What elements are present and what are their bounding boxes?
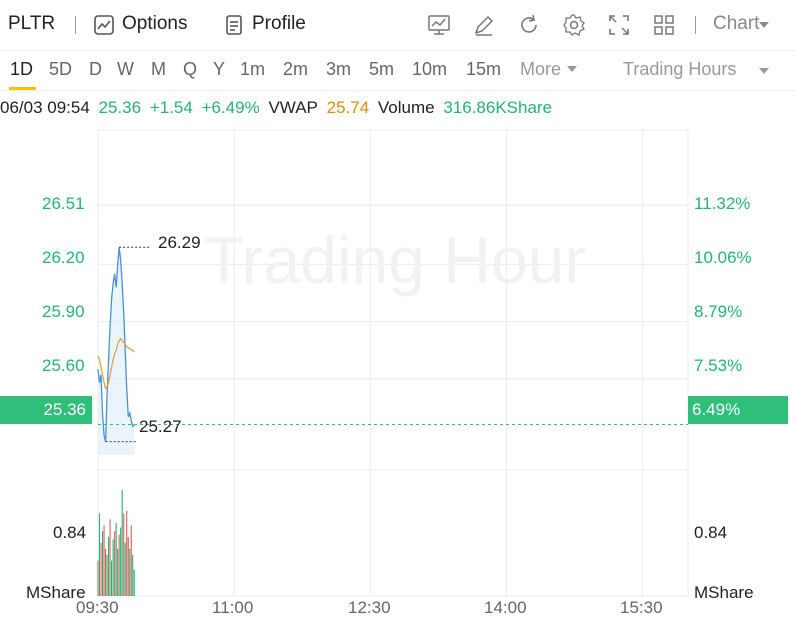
- high-price-label: 26.29: [158, 233, 201, 252]
- volume-tick-left: 0.84: [53, 523, 87, 542]
- x-tick-label: 15:30: [620, 598, 663, 617]
- price-series: [97, 247, 135, 455]
- vwap-line: [97, 337, 135, 390]
- x-tick-label: 11:00: [212, 598, 254, 617]
- tf-15m[interactable]: 15m: [466, 59, 502, 79]
- chart-compare-icon[interactable]: [427, 13, 451, 37]
- timeframe-bar: 1D 5D D W M Q Y 1m 2m 3m 5m 10m 15m More…: [0, 50, 796, 91]
- tf-5m[interactable]: 5m: [369, 59, 395, 79]
- options-button[interactable]: Options: [122, 13, 188, 34]
- more-chevron-icon[interactable]: [567, 65, 577, 73]
- chart-grid: [97, 129, 689, 597]
- tf-y[interactable]: Y: [213, 59, 226, 79]
- options-icon: [94, 15, 114, 35]
- tf-2m[interactable]: 2m: [283, 59, 309, 79]
- volume-bar: [124, 542, 126, 596]
- volume-bar: [126, 511, 128, 596]
- tf-w[interactable]: W: [117, 59, 134, 79]
- tf-3m[interactable]: 3m: [326, 59, 352, 79]
- volume-bar: [106, 554, 108, 596]
- session-chevron-icon[interactable]: [759, 67, 769, 75]
- quote-datetime: 06/03 09:54: [0, 98, 90, 117]
- volume-bar: [117, 548, 119, 596]
- volume-bar: [123, 513, 125, 596]
- tf-10m[interactable]: 10m: [412, 59, 448, 79]
- session-dropdown[interactable]: Trading Hours: [623, 59, 737, 79]
- y-tick-label: 25.60: [42, 356, 85, 375]
- volume-bar: [130, 525, 132, 596]
- volume-bar: [98, 513, 100, 596]
- toolbar: PLTR Options Profile: [0, 0, 796, 51]
- volume-tick-right: 0.84: [694, 523, 728, 542]
- plot-frame: [97, 129, 689, 597]
- volume-bar: [115, 522, 117, 596]
- profile-button[interactable]: Profile: [252, 13, 306, 34]
- toolbar-divider: [695, 16, 696, 34]
- symbol-title[interactable]: PLTR: [8, 13, 56, 34]
- quote-line: 06/03 09:54 25.36 +1.54 +6.49% VWAP 25.7…: [0, 98, 556, 122]
- layout-grid-icon[interactable]: [652, 13, 676, 37]
- volume-bar: [121, 489, 123, 596]
- volume-label: Volume: [377, 98, 435, 117]
- vwap-label: VWAP: [268, 98, 318, 117]
- quote-price: 25.36: [98, 98, 142, 117]
- volume-bar: [112, 539, 114, 596]
- toolbar-divider: [75, 16, 76, 34]
- volume-bar: [97, 560, 99, 596]
- volume-bar: [111, 560, 113, 596]
- y-tick-label: 25.90: [42, 302, 85, 321]
- price-markers: [98, 246, 688, 443]
- volume-bar: [105, 548, 107, 596]
- fullscreen-icon[interactable]: [607, 13, 631, 37]
- volume-bar: [129, 548, 131, 596]
- y-tick-label: 26.51: [42, 194, 85, 213]
- volume-bar: [127, 537, 129, 596]
- tf-1m[interactable]: 1m: [240, 59, 266, 79]
- y-pct-tick-label: 11.32%: [694, 194, 751, 213]
- volume-bar: [102, 531, 104, 596]
- current-pct-badge: 6.49%: [688, 396, 788, 424]
- y-pct-tick-label: 10.06%: [694, 248, 752, 267]
- volume-unit-left: MShare: [26, 583, 86, 602]
- volume-bar: [133, 570, 135, 596]
- chevron-down-icon[interactable]: [759, 21, 769, 29]
- volume-bar: [103, 525, 105, 596]
- settings-gear-icon[interactable]: [562, 13, 586, 37]
- volume-bar: [120, 527, 122, 596]
- x-tick-label: 12:30: [348, 598, 391, 617]
- tf-1d[interactable]: 1D: [10, 59, 34, 79]
- chart-watermark: Trading Hour: [204, 223, 587, 297]
- refresh-icon[interactable]: [517, 13, 541, 37]
- volume-bar: [114, 531, 116, 596]
- y-tick-label: 26.20: [42, 248, 85, 267]
- y-pct-tick-label: 8.79%: [694, 302, 743, 321]
- volume-unit-right: MShare: [694, 583, 754, 602]
- tf-5d[interactable]: 5D: [49, 59, 73, 79]
- low-price-label: 25.27: [139, 417, 182, 436]
- volume-bar: [109, 519, 111, 596]
- tf-more[interactable]: More: [520, 59, 562, 79]
- x-tick-label: 14:00: [484, 598, 527, 617]
- vwap-value: 25.74: [326, 98, 370, 117]
- x-tick-label: 09:30: [76, 598, 119, 617]
- draw-pen-icon[interactable]: [472, 13, 496, 37]
- current-price-badge: 25.36: [0, 396, 92, 424]
- quote-change-pct: +6.49%: [201, 98, 260, 117]
- volume-bar: [118, 534, 120, 596]
- profile-icon: [226, 15, 242, 35]
- volume-bar: [108, 537, 110, 596]
- volume-bar: [100, 542, 102, 596]
- tf-m[interactable]: M: [151, 59, 166, 79]
- y-pct-tick-label: 7.53%: [694, 356, 743, 375]
- chart-type-dropdown[interactable]: Chart: [713, 13, 760, 34]
- volume-value: 316.86KShare: [443, 98, 553, 117]
- volume-bars: [97, 489, 135, 596]
- volume-bar: [132, 554, 134, 596]
- tf-d[interactable]: D: [89, 59, 102, 79]
- price-line: [97, 247, 135, 442]
- quote-change: +1.54: [149, 98, 193, 117]
- active-timeframe-indicator: [9, 87, 36, 90]
- tf-q[interactable]: Q: [183, 59, 198, 79]
